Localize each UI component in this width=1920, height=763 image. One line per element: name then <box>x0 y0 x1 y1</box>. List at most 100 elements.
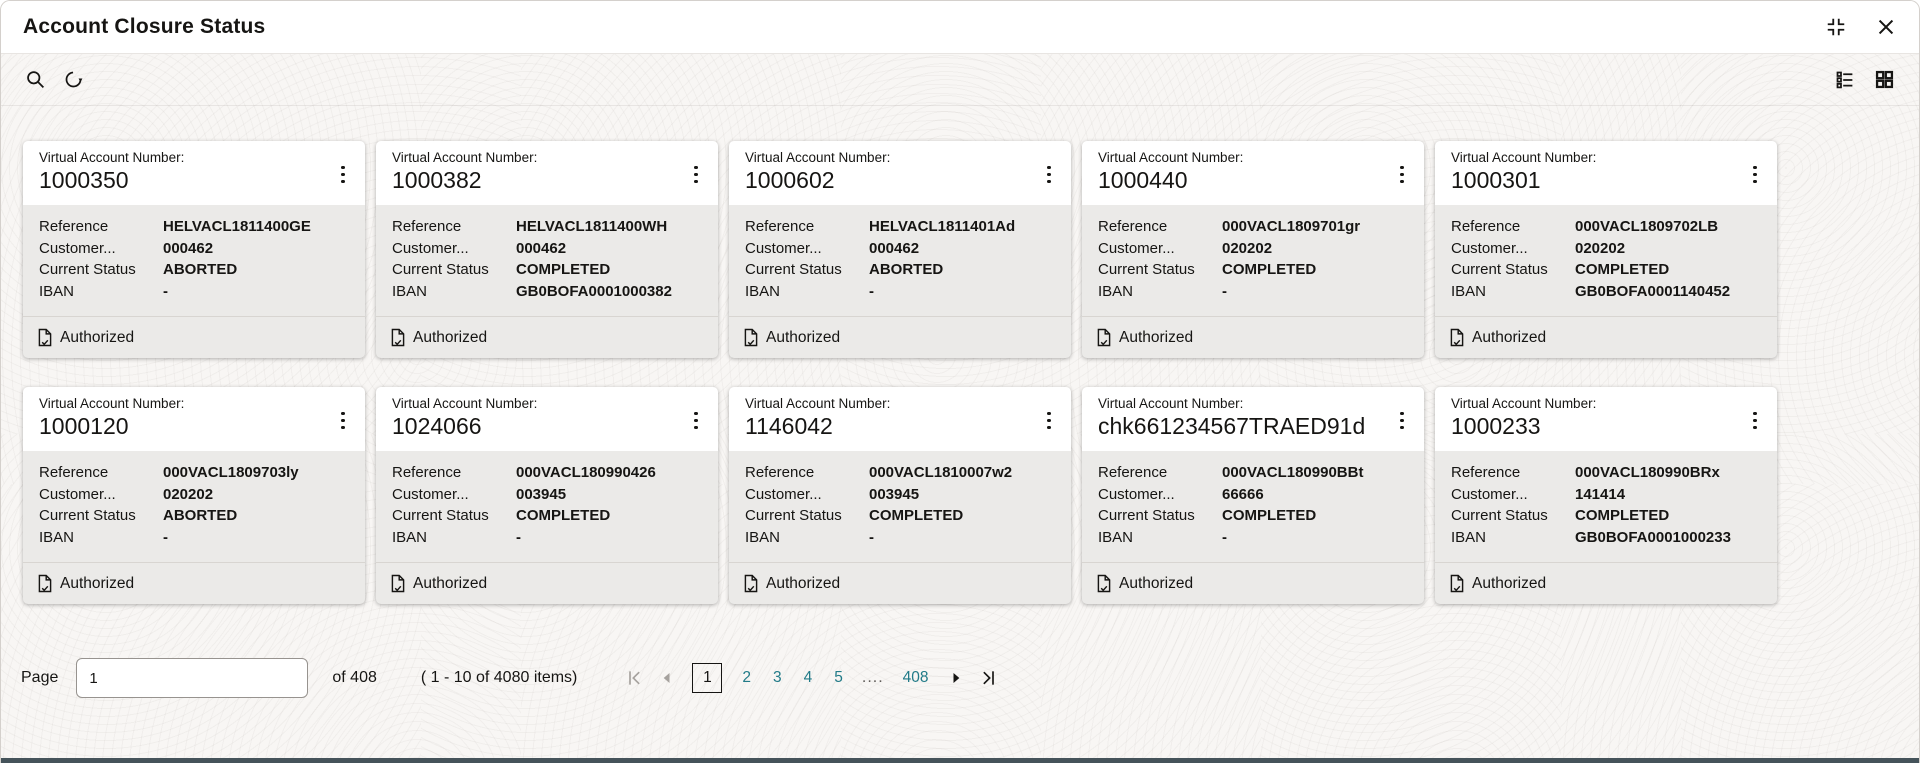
iban-label: IBAN <box>39 282 75 300</box>
customer-label: Customer... <box>745 485 822 503</box>
page-link[interactable]: 5 <box>834 669 843 686</box>
card-footer: Authorized <box>376 562 718 604</box>
current-status-value: ABORTED <box>163 507 238 524</box>
prev-page-button[interactable] <box>655 666 679 690</box>
authorization-status: Authorized <box>766 328 841 346</box>
reference-value: 000VACL180990BBt <box>1222 464 1364 481</box>
authorization-status: Authorized <box>413 574 488 592</box>
customer-row: Customer... 020202 <box>39 484 349 506</box>
card-header: Virtual Account Number: 1000350 <box>23 141 365 205</box>
customer-value: 000462 <box>869 239 920 257</box>
current-status-label: Current Status <box>1451 261 1548 278</box>
current-status-value: COMPLETED <box>516 261 611 278</box>
authorized-document-icon <box>391 574 405 593</box>
authorized-document-icon <box>38 328 52 347</box>
card-footer: Authorized <box>1435 316 1777 358</box>
card-menu-button[interactable] <box>1392 144 1412 205</box>
iban-row: IBAN GB0BOFA0001140452 <box>1451 281 1761 303</box>
customer-label: Customer... <box>1098 485 1175 503</box>
customer-label: Customer... <box>39 239 116 257</box>
current-status-value: COMPLETED <box>1222 507 1317 524</box>
card-menu-button[interactable] <box>1745 144 1765 205</box>
card-header-text: Virtual Account Number: 1000233 <box>1451 396 1745 451</box>
reference-row: Reference 000VACL180990BBt <box>1098 462 1408 484</box>
next-page-button[interactable] <box>944 666 968 690</box>
page-title: Account Closure Status <box>23 15 266 38</box>
card-menu-button[interactable] <box>333 390 353 451</box>
authorization-status: Authorized <box>1119 328 1194 346</box>
card-details: Reference HELVACL1811400GE Customer... 0… <box>23 205 365 316</box>
customer-value: 000462 <box>516 239 567 257</box>
current-status-label: Current Status <box>392 507 489 524</box>
close-button[interactable] <box>1875 16 1897 38</box>
card-menu-button[interactable] <box>1039 390 1059 451</box>
search-button[interactable] <box>25 69 46 90</box>
virtual-account-number-value: 1000440 <box>1098 167 1188 193</box>
card-menu-button[interactable] <box>686 390 706 451</box>
authorized-document-icon <box>38 574 52 593</box>
iban-value: GB0BOFA0001140452 <box>1575 282 1731 300</box>
last-page-button[interactable] <box>976 666 1000 690</box>
reference-label: Reference <box>1451 218 1521 235</box>
kebab-dot <box>694 172 698 177</box>
reference-value: 000VACL1810007w2 <box>869 464 1013 481</box>
list-view-button[interactable] <box>1834 69 1855 90</box>
reference-value: 000VACL1809703ly <box>163 464 299 481</box>
card-menu-button[interactable] <box>686 144 706 205</box>
iban-value: - <box>516 528 521 546</box>
items-range-text: ( 1 - 10 of 4080 items) <box>420 669 578 686</box>
reference-row: Reference 000VACL1809703ly <box>39 462 349 484</box>
page-link[interactable]: 3 <box>773 669 782 686</box>
reference-row: Reference HELVACL1811400WH <box>392 216 702 238</box>
card-details: Reference HELVACL1811401Ad Customer... 0… <box>729 205 1071 316</box>
last-page-link[interactable]: 408 <box>902 669 929 686</box>
card-footer: Authorized <box>23 562 365 604</box>
page-link[interactable]: 2 <box>742 669 751 686</box>
grid-view-button[interactable] <box>1874 69 1895 90</box>
card-header-text: Virtual Account Number: 1000120 <box>39 396 333 451</box>
authorized-document-icon <box>744 328 758 347</box>
iban-value: - <box>163 282 168 300</box>
virtual-account-number-value: 1146042 <box>745 413 833 439</box>
authorization-status: Authorized <box>1472 574 1547 592</box>
refresh-button[interactable] <box>63 69 84 90</box>
reference-label: Reference <box>392 464 462 481</box>
current-status-label: Current Status <box>745 261 842 278</box>
page-input[interactable] <box>76 658 309 698</box>
kebab-dot <box>341 165 345 170</box>
iban-row: IBAN - <box>745 281 1055 303</box>
card-menu-button[interactable] <box>1039 144 1059 205</box>
refresh-icon <box>65 71 83 88</box>
card-menu-button[interactable] <box>1392 390 1412 451</box>
page-link[interactable]: 4 <box>803 669 813 686</box>
card-header-text: Virtual Account Number: 1024066 <box>392 396 686 451</box>
kebab-dot <box>694 425 698 430</box>
reference-row: Reference 000VACL1809701gr <box>1098 216 1408 238</box>
virtual-account-number-value: 1000382 <box>392 167 482 193</box>
card-details: Reference 000VACL180990BBt Customer... 6… <box>1082 451 1424 562</box>
iban-label: IBAN <box>745 528 781 546</box>
page-count-text: of 408 <box>332 669 377 686</box>
card-header-text: Virtual Account Number: 1146042 <box>745 396 1039 451</box>
account-card: Virtual Account Number: chk661234567TRAE… <box>1082 387 1424 604</box>
maximize-button[interactable] <box>1825 16 1847 38</box>
current-page-indicator[interactable]: 1 <box>692 663 723 693</box>
card-details: Reference 000VACL1809702LB Customer... 0… <box>1435 205 1777 316</box>
search-icon <box>27 71 44 88</box>
card-footer: Authorized <box>1082 316 1424 358</box>
card-menu-button[interactable] <box>333 144 353 205</box>
last-page-icon <box>982 671 994 685</box>
account-card: Virtual Account Number: 1000382 Referenc… <box>376 141 718 358</box>
reference-value: HELVACL1811400WH <box>516 218 668 235</box>
virtual-account-number-value: 1000350 <box>39 167 129 193</box>
reference-value: 000VACL180990426 <box>516 464 656 481</box>
iban-label: IBAN <box>745 282 781 300</box>
current-status-value: COMPLETED <box>1575 507 1670 524</box>
kebab-dot <box>1753 418 1757 423</box>
authorization-status: Authorized <box>60 574 135 592</box>
kebab-dot <box>1047 418 1051 423</box>
customer-label: Customer... <box>745 239 822 257</box>
card-menu-button[interactable] <box>1745 390 1765 451</box>
first-page-button[interactable] <box>623 666 647 690</box>
